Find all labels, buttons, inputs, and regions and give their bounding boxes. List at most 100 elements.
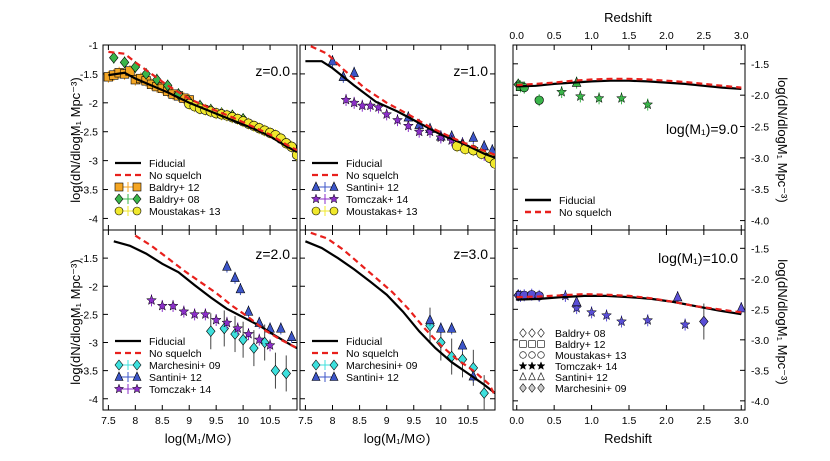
data-layer [304, 231, 495, 410]
data-point [173, 88, 184, 100]
legend-marker [329, 181, 339, 191]
x-tick-label: 9 [186, 415, 192, 427]
legend-marker [519, 383, 527, 393]
data-point [145, 294, 158, 306]
panel-logM=10.0: 0.0 0.5 1.0 1.5 2.0 2.5 3.0 -1.5 -2.0 -2.5 -3.0 -3.… [509, 229, 769, 427]
data-point [615, 92, 628, 104]
data-point [259, 336, 270, 349]
legend-marker [311, 181, 321, 191]
y-tick-label: -1 [89, 40, 98, 52]
data-point [242, 328, 255, 339]
x-tick-label: 8 [330, 415, 336, 427]
data-point [436, 322, 446, 333]
data-point [222, 260, 232, 271]
x-tick-label: 8.5 [155, 415, 170, 427]
line-fiducial [305, 60, 495, 159]
data-point [119, 56, 130, 69]
data-point [457, 339, 468, 350]
data-point [615, 315, 628, 327]
legend-marker [518, 361, 528, 370]
legend-label: Fiducial [149, 158, 185, 170]
data-point [571, 295, 582, 307]
legend-marker [537, 371, 545, 381]
x-tick-label: 9.5 [406, 415, 421, 427]
legend-label: Moustakas+ 13 [346, 206, 418, 218]
top-x-tick-label: 3.0 [734, 30, 749, 42]
legend-label: Marchesini+ 09 [555, 383, 627, 395]
data-point [479, 387, 489, 399]
data-point [699, 315, 709, 328]
data-point [349, 66, 359, 77]
series-marchesini-09 [699, 303, 709, 340]
panel-frame [299, 229, 496, 411]
x-tick-label: 9 [384, 415, 390, 427]
legend-marker [537, 351, 545, 359]
legend-marker [311, 371, 321, 381]
data-point [534, 95, 544, 105]
legend-marker [114, 359, 124, 371]
data-point [642, 314, 654, 326]
panel-z=2.0: 7.5 8 8.5 9 9.5 10 10.5 -1.5 -2 -2.5 -3 -3.5 -4 Fiduc… [80, 229, 298, 427]
legend-label: Baldry+ 08 [555, 328, 606, 340]
data-layer [513, 76, 742, 111]
data-point [221, 316, 233, 328]
y-tick-label: -3.5 [751, 184, 769, 196]
data-point [340, 94, 352, 105]
x-tick-label: 9.5 [209, 415, 224, 427]
data-point [281, 367, 291, 380]
legend-marker [114, 206, 124, 216]
legend-marker [113, 383, 125, 394]
legend-label: No squelch [559, 207, 612, 219]
legend-marker [131, 383, 143, 394]
legend-label: Fiducial [559, 195, 595, 207]
data-point [156, 300, 168, 311]
x-tick-label: 2.0 [659, 415, 674, 427]
y-tick-label: -2 [89, 98, 98, 110]
series-tomczak-14 [145, 294, 276, 352]
data-point [672, 291, 683, 302]
line-fiducial [516, 79, 742, 90]
x-tick-label: 8.5 [352, 415, 367, 427]
y-tick-label: -3.0 [751, 153, 769, 165]
y-tick-label: -2.5 [80, 309, 98, 321]
panel-logM=9.0: 0.0 0.5 1.0 1.5 2.0 2.5 3.0 -1.5 -2.0 -2.5 -3.0 -3.… [509, 30, 769, 231]
legend-label: Tomczak+ 14 [555, 361, 617, 373]
data-point [249, 342, 259, 354]
legend-marker [528, 328, 536, 338]
legend-label: Moustakas+ 13 [555, 350, 627, 362]
legend-marker [528, 371, 536, 381]
legend-marker [311, 359, 321, 371]
legend-marker [114, 182, 124, 192]
legend-marker [527, 361, 537, 370]
legend-marker [528, 383, 536, 393]
data-layer [113, 234, 297, 392]
x-tick-label: 7.5 [101, 415, 116, 427]
legend-marker [329, 206, 339, 216]
line-no-squelch [310, 231, 495, 397]
legend-marker [329, 371, 339, 381]
x-tick-label: 10 [435, 415, 447, 427]
data-point [235, 283, 246, 294]
y-tick-label: -2.5 [751, 122, 769, 134]
legend-marker [114, 193, 124, 205]
x-tick-label: 1.5 [622, 415, 637, 427]
legend-label: Santini+ 12 [346, 372, 399, 384]
data-point [436, 336, 446, 349]
y-tick-label: -3 [89, 156, 98, 168]
legend-label: Tomczak+ 14 [149, 384, 211, 396]
x-tick-label: 0.5 [547, 415, 562, 427]
y-tick-label: -1.5 [751, 243, 769, 255]
data-layer [305, 45, 495, 170]
legend-marker [528, 351, 536, 359]
data-point [586, 306, 598, 318]
y-tick-label: -3.5 [751, 365, 769, 377]
series-tomczak-14 [556, 86, 654, 111]
data-point [468, 131, 479, 142]
legend-marker [311, 206, 321, 216]
legend-marker [329, 359, 339, 371]
data-point [373, 101, 385, 113]
